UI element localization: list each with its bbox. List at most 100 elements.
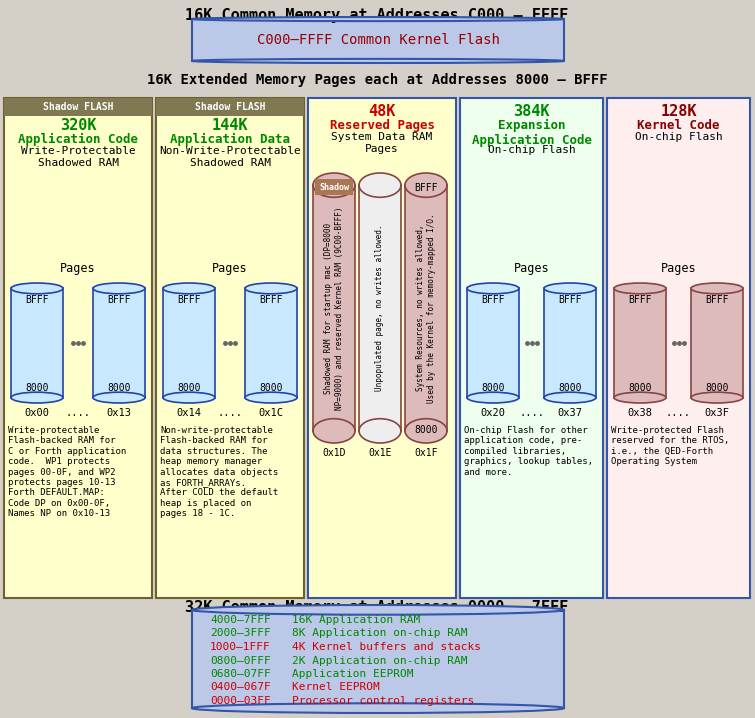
Text: Kernel EEPROM: Kernel EEPROM bbox=[292, 683, 380, 692]
Text: Write-protected Flash
reserved for the RTOS,
i.e., the QED-Forth
Operating Syste: Write-protected Flash reserved for the R… bbox=[611, 426, 729, 466]
Ellipse shape bbox=[359, 173, 401, 197]
Text: 8000: 8000 bbox=[558, 383, 582, 393]
Bar bbox=[4, 98, 152, 116]
Text: Unpopulated page, no writes allowed.: Unpopulated page, no writes allowed. bbox=[375, 225, 384, 391]
Text: 4000–7FFF: 4000–7FFF bbox=[210, 615, 271, 625]
Text: Write-Protectable
Shadowed RAM: Write-Protectable Shadowed RAM bbox=[20, 146, 135, 167]
Text: Pages: Pages bbox=[212, 262, 248, 275]
Text: BFFF: BFFF bbox=[705, 295, 729, 305]
Text: BFFF: BFFF bbox=[259, 295, 283, 305]
Text: 48K: 48K bbox=[368, 104, 396, 119]
Text: Pages: Pages bbox=[661, 262, 696, 275]
Text: BFFF: BFFF bbox=[414, 183, 438, 193]
Text: 0x37: 0x37 bbox=[557, 408, 583, 418]
Text: 0x1F: 0x1F bbox=[414, 448, 438, 458]
Text: 128K: 128K bbox=[661, 104, 697, 119]
Text: Processor control registers: Processor control registers bbox=[292, 696, 474, 706]
Bar bbox=[156, 98, 304, 116]
Text: 8000: 8000 bbox=[25, 383, 49, 393]
Bar bbox=[156, 98, 304, 598]
Ellipse shape bbox=[11, 392, 63, 403]
Text: BFFF: BFFF bbox=[558, 295, 582, 305]
Bar bbox=[359, 185, 401, 431]
Text: 0x00: 0x00 bbox=[24, 408, 50, 418]
Bar bbox=[607, 98, 750, 598]
Text: Expansion
Application Code: Expansion Application Code bbox=[472, 119, 591, 147]
Text: 144K: 144K bbox=[211, 118, 248, 133]
Text: 1000–1FFF: 1000–1FFF bbox=[210, 642, 271, 652]
Text: BFFF: BFFF bbox=[25, 295, 49, 305]
Text: C000–FFFF Common Kernel Flash: C000–FFFF Common Kernel Flash bbox=[257, 33, 500, 47]
Text: Application Data: Application Data bbox=[170, 133, 290, 146]
Ellipse shape bbox=[192, 17, 564, 21]
Text: ....: .... bbox=[519, 408, 544, 418]
Text: System Data RAM
Pages: System Data RAM Pages bbox=[331, 132, 433, 154]
Text: 0400–067F: 0400–067F bbox=[210, 683, 271, 692]
Ellipse shape bbox=[614, 392, 666, 403]
Bar bbox=[315, 179, 353, 195]
Ellipse shape bbox=[192, 605, 564, 615]
Text: 0680–07FF: 0680–07FF bbox=[210, 669, 271, 679]
Text: On-chip Flash: On-chip Flash bbox=[635, 132, 723, 142]
Text: ....: .... bbox=[66, 408, 91, 418]
Text: Reserved Pages: Reserved Pages bbox=[329, 119, 434, 132]
Bar bbox=[245, 289, 297, 398]
Text: Application Code: Application Code bbox=[18, 133, 138, 146]
Ellipse shape bbox=[467, 283, 519, 294]
Bar bbox=[460, 98, 603, 598]
Text: 0000–03FF: 0000–03FF bbox=[210, 696, 271, 706]
Text: 8000: 8000 bbox=[259, 383, 283, 393]
Bar bbox=[544, 289, 596, 398]
Ellipse shape bbox=[544, 283, 596, 294]
Ellipse shape bbox=[93, 392, 145, 403]
Text: 8000: 8000 bbox=[414, 425, 438, 435]
Bar bbox=[192, 19, 564, 61]
Text: 2K Application on-chip RAM: 2K Application on-chip RAM bbox=[292, 656, 467, 666]
Text: 16K Application RAM: 16K Application RAM bbox=[292, 615, 421, 625]
Bar bbox=[313, 185, 355, 431]
Ellipse shape bbox=[313, 173, 355, 197]
Text: Write-protectable
Flash-backed RAM for
C or Forth application
code.  WP1 protect: Write-protectable Flash-backed RAM for C… bbox=[8, 426, 126, 518]
Text: 8000: 8000 bbox=[177, 383, 201, 393]
Bar bbox=[467, 289, 519, 398]
Bar bbox=[691, 289, 743, 398]
Text: 320K: 320K bbox=[60, 118, 96, 133]
Text: Pages: Pages bbox=[513, 262, 550, 275]
Bar bbox=[163, 289, 215, 398]
Text: 8000: 8000 bbox=[481, 383, 505, 393]
Bar bbox=[11, 289, 63, 398]
Bar bbox=[308, 98, 456, 598]
Text: 0x3F: 0x3F bbox=[704, 408, 729, 418]
Text: ....: .... bbox=[217, 408, 242, 418]
Bar bbox=[192, 610, 564, 708]
Text: BFFF: BFFF bbox=[481, 295, 505, 305]
Text: Pages: Pages bbox=[60, 262, 96, 275]
Text: BFFF: BFFF bbox=[177, 295, 201, 305]
Ellipse shape bbox=[192, 703, 564, 713]
Text: 0800–0FFF: 0800–0FFF bbox=[210, 656, 271, 666]
Text: ....: .... bbox=[666, 408, 691, 418]
Text: BFFF: BFFF bbox=[107, 295, 131, 305]
Text: On-chip Flash for other
application code, pre-
compiled libraries,
graphics, loo: On-chip Flash for other application code… bbox=[464, 426, 593, 477]
Text: Shadow FLASH: Shadow FLASH bbox=[195, 102, 265, 112]
Ellipse shape bbox=[544, 392, 596, 403]
Text: 32K Common Memory at Addresses 0000 – 7FFF: 32K Common Memory at Addresses 0000 – 7F… bbox=[186, 600, 569, 615]
Text: 0x1D: 0x1D bbox=[322, 448, 346, 458]
Ellipse shape bbox=[405, 173, 447, 197]
Text: 384K: 384K bbox=[513, 104, 550, 119]
Bar bbox=[93, 289, 145, 398]
Text: 0x14: 0x14 bbox=[177, 408, 202, 418]
Text: 16K Common Memory at Addresses C000 – FFFF: 16K Common Memory at Addresses C000 – FF… bbox=[186, 8, 569, 23]
Ellipse shape bbox=[192, 59, 564, 63]
Text: Shadow: Shadow bbox=[319, 182, 349, 192]
Ellipse shape bbox=[93, 283, 145, 294]
Text: Non-write-protectable
Flash-backed RAM for
data structures. The
heap memory mana: Non-write-protectable Flash-backed RAM f… bbox=[160, 426, 279, 518]
Text: 2000–3FFF: 2000–3FFF bbox=[210, 628, 271, 638]
Text: BFFF: BFFF bbox=[628, 295, 652, 305]
Bar bbox=[4, 98, 152, 598]
Text: Shadowed RAM for startup mac (DP=8000
NP=9000) and reserved Kernel RAM (9C00-BFF: Shadowed RAM for startup mac (DP=8000 NP… bbox=[325, 206, 344, 410]
Text: On-chip Flash: On-chip Flash bbox=[488, 145, 575, 155]
Ellipse shape bbox=[359, 419, 401, 443]
Bar bbox=[405, 185, 447, 431]
Text: Application EEPROM: Application EEPROM bbox=[292, 669, 414, 679]
